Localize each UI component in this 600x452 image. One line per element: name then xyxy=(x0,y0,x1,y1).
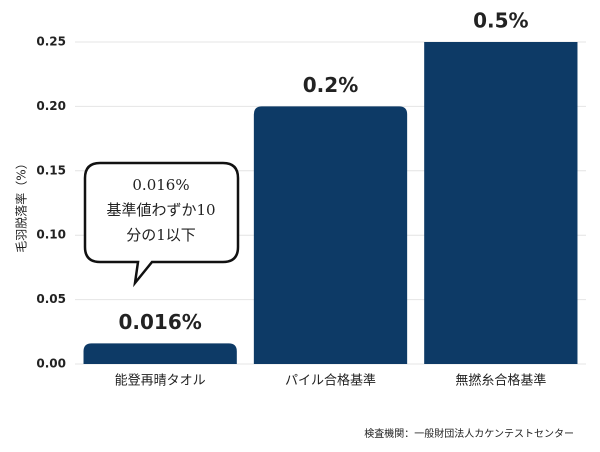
callout-text: 基準値わずか10 xyxy=(106,201,215,219)
source: 検査機関：一般財団法人カケンテストセンター xyxy=(364,427,574,440)
y-tick-label: 0.25 xyxy=(36,35,66,49)
y-tick-label: 0.05 xyxy=(36,292,66,306)
y-tick-label: 0.20 xyxy=(36,99,66,113)
y-tick-label: 0.00 xyxy=(36,357,66,371)
callout: 0.016% 基準値わずか10 分の1以下 xyxy=(83,161,240,288)
y-tick-label: 0.15 xyxy=(36,163,66,177)
bar xyxy=(424,42,578,364)
x-tick-label: 無撚糸合格基準 xyxy=(455,373,546,389)
callout-bubble xyxy=(83,161,240,288)
value-label: 0.5% xyxy=(473,9,528,33)
y-axis-label: 毛羽脱落率（%） xyxy=(14,157,29,252)
y-tick-label: 0.10 xyxy=(36,228,66,242)
value-label: 0.016% xyxy=(119,310,202,334)
value-label: 0.2% xyxy=(303,73,358,97)
bar xyxy=(253,106,408,365)
bar xyxy=(83,343,237,364)
x-tick-label: パイル合格基準 xyxy=(285,373,376,389)
callout-text: 分の1以下 xyxy=(126,226,196,244)
x-tick-label: 能登再晴タオル xyxy=(115,374,206,389)
callout-text: 0.016% xyxy=(132,176,189,194)
bars xyxy=(83,42,578,365)
